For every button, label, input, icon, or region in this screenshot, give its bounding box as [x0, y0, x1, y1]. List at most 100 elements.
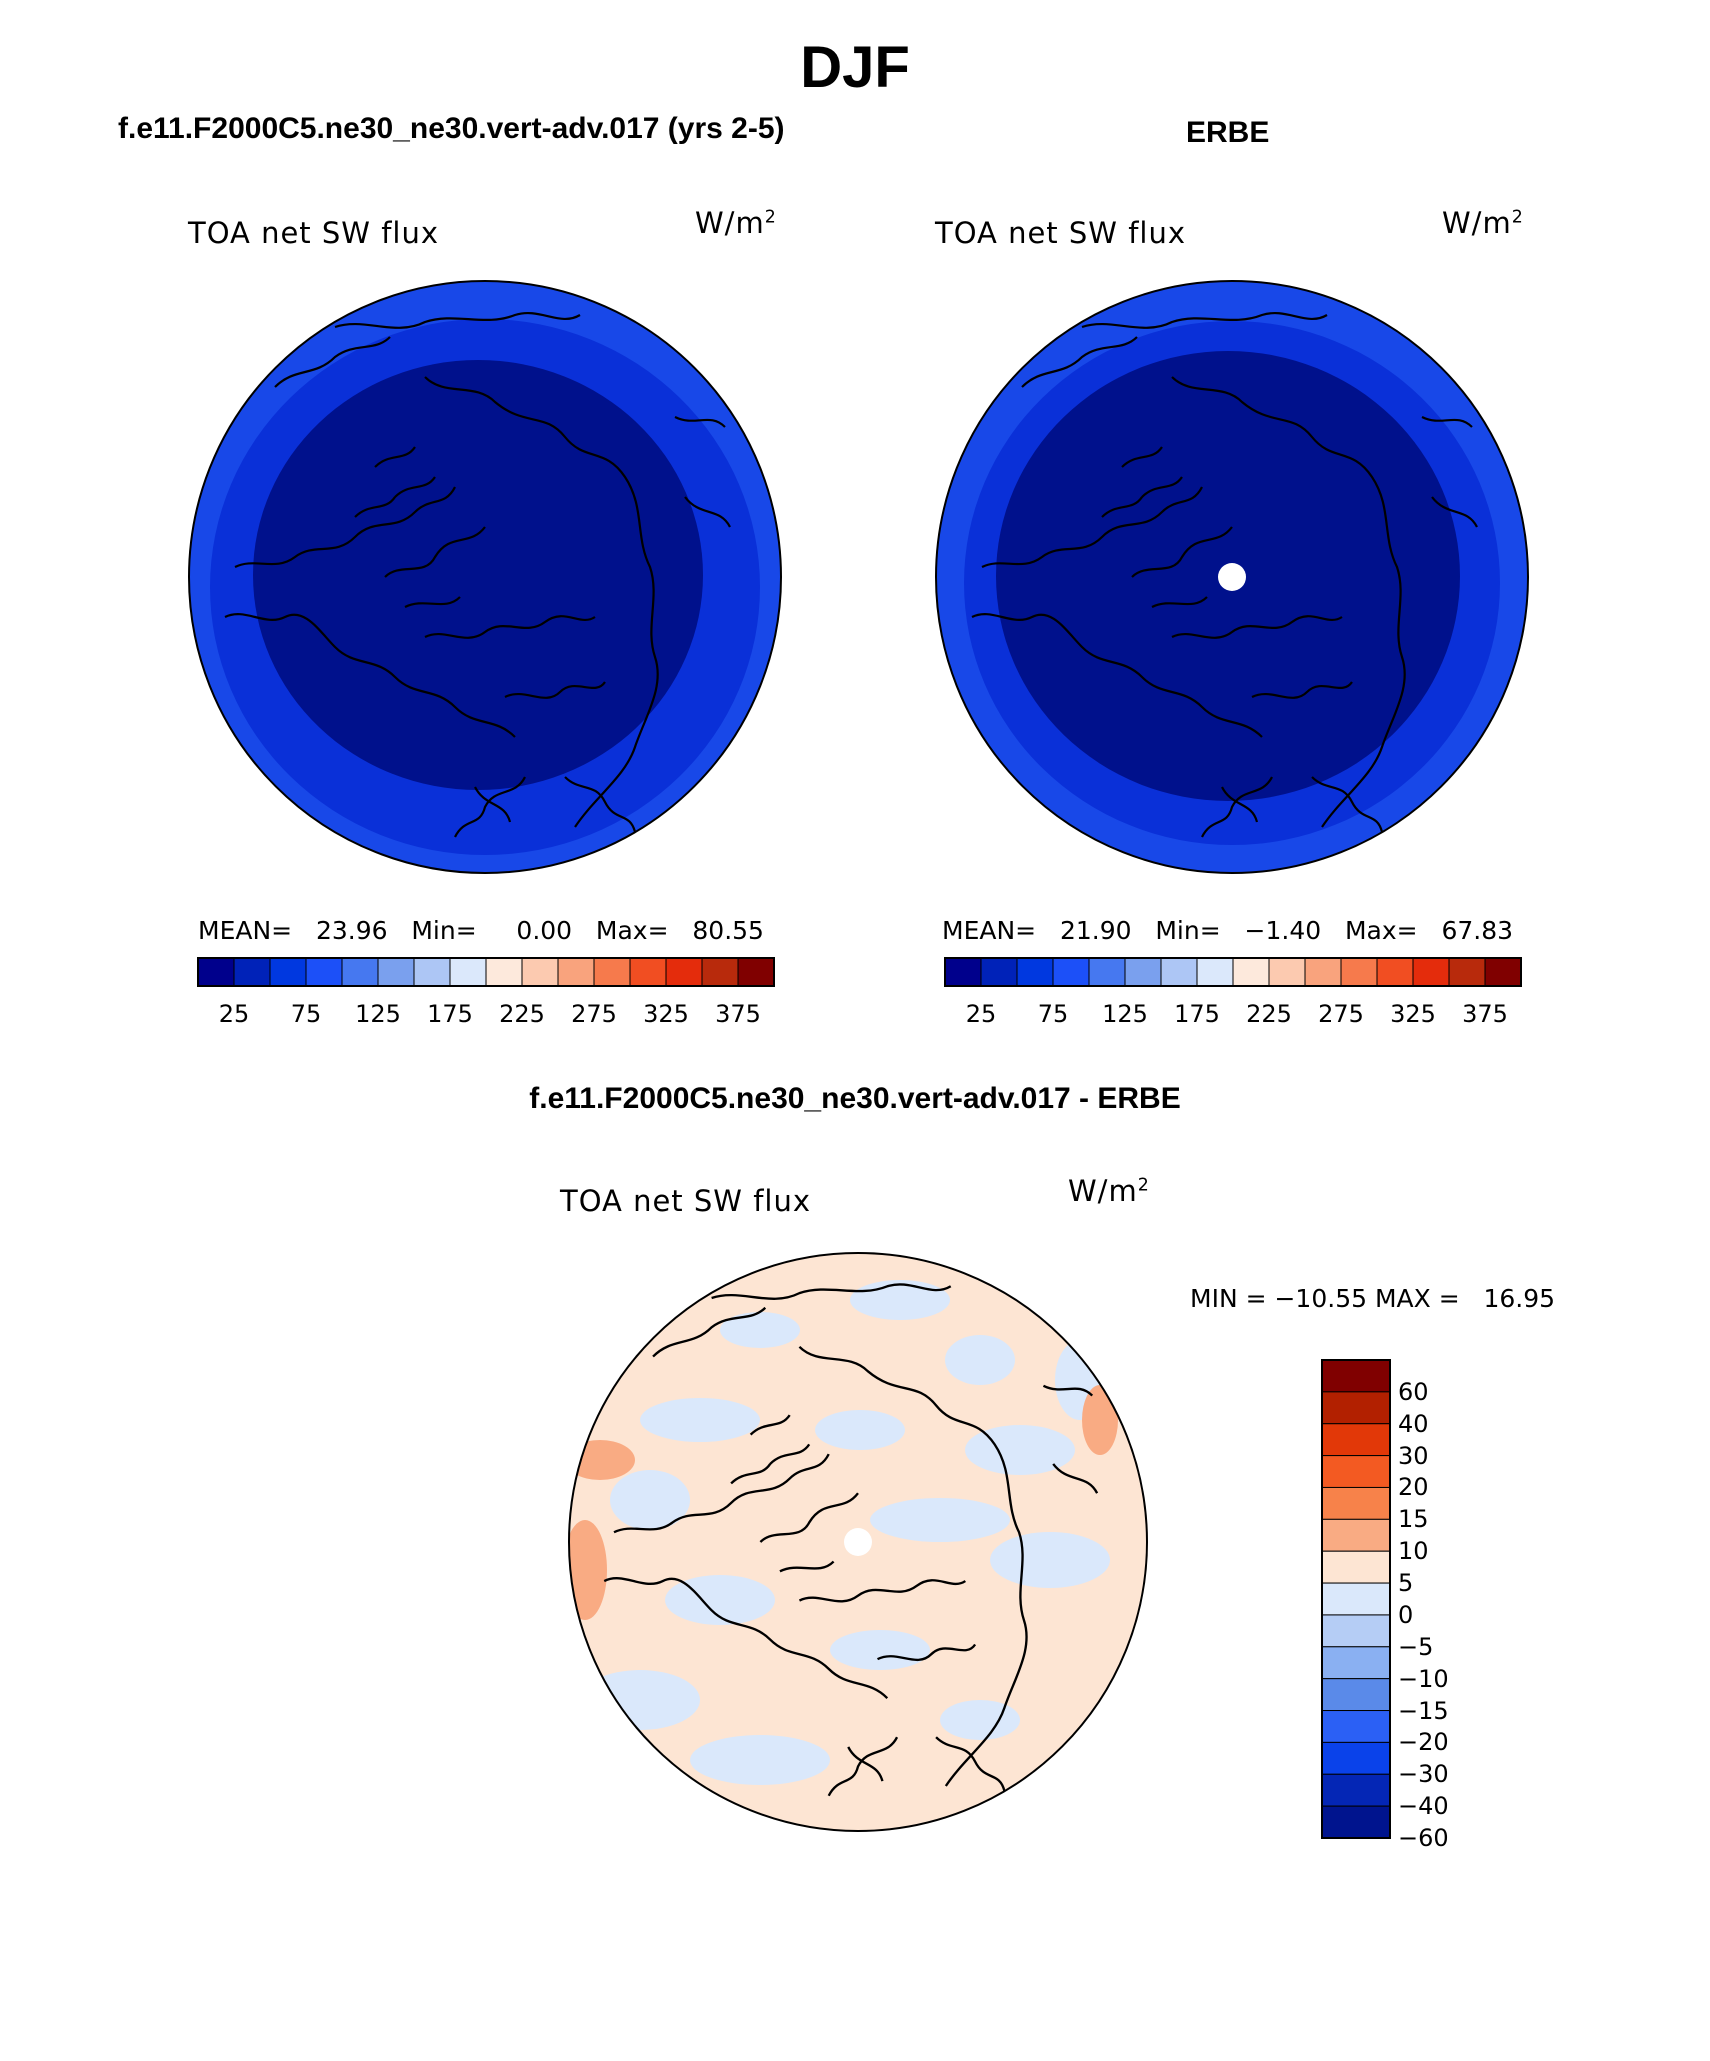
- colorbar-box: [1321, 1486, 1391, 1520]
- colorbar-box: [233, 957, 271, 987]
- panel3-variable-label: TOA net SW flux: [560, 1184, 812, 1218]
- panel3-units-label: W/m2: [1068, 1174, 1150, 1208]
- colorbar-tick-label: −60: [1398, 1824, 1449, 1852]
- colorbar-tick-label: −30: [1398, 1760, 1449, 1789]
- colorbar-box: [305, 957, 343, 987]
- colorbar-tick-label: −10: [1398, 1664, 1449, 1693]
- colorbar-box: [1268, 957, 1306, 987]
- colorbar-tick-label: 125: [1102, 1000, 1148, 1028]
- diff-patch: [660, 1802, 740, 1831]
- diff-patch: [569, 1440, 635, 1480]
- diff-patch: [610, 1470, 690, 1530]
- panel3-map: [568, 1252, 1148, 1832]
- colorbar-box: [593, 957, 631, 987]
- colorbar-tick-label: 0: [1398, 1600, 1414, 1629]
- colorbar-box: [737, 957, 775, 987]
- colorbar-box: [1321, 1805, 1391, 1839]
- colorbar-tick-label: 375: [1462, 1000, 1508, 1028]
- colorbar-box: [413, 957, 451, 987]
- colorbar-tick-label: 75: [290, 1000, 322, 1028]
- colorbar-box: [1321, 1678, 1391, 1712]
- colorbar-box: [341, 957, 379, 987]
- colorbar-tick-label: 325: [1390, 1000, 1436, 1028]
- panel2-map: [935, 280, 1529, 874]
- colorbar-tick-label: 20: [1398, 1473, 1429, 1502]
- panel1-stats: MEAN= 23.96 Min= 0.00 Max= 80.55: [198, 916, 764, 945]
- panel2-variable-label: TOA net SW flux: [935, 216, 1187, 250]
- panel3-stats: MIN = −10.55 MAX = 16.95: [1190, 1284, 1556, 1313]
- diff-patch: [690, 1735, 830, 1785]
- diff-patch: [945, 1335, 1015, 1385]
- figure-title: DJF: [800, 35, 910, 100]
- colorbar-tick-label: 325: [643, 1000, 689, 1028]
- colorbar-tick-label: 125: [355, 1000, 401, 1028]
- panel2-colorbar: [944, 957, 1522, 987]
- colorbar-box: [1052, 957, 1090, 987]
- colorbar-tick-label: 10: [1398, 1537, 1429, 1566]
- colorbar-box: [1321, 1710, 1391, 1743]
- colorbar-box: [665, 957, 703, 987]
- colorbar-tick-label: 175: [427, 1000, 473, 1028]
- colorbar-tick-label: −5: [1398, 1632, 1434, 1661]
- colorbar-tick-label: 60: [1398, 1377, 1429, 1406]
- panel3-colorbar: [1321, 1359, 1391, 1839]
- colorbar-tick-label: 25: [965, 1000, 997, 1028]
- colorbar-box: [1376, 957, 1414, 987]
- colorbar-box: [1321, 1359, 1391, 1393]
- panel1-colorbar: [197, 957, 775, 987]
- colorbar-box: [1321, 1646, 1391, 1680]
- colorbar-tick-label: 75: [1037, 1000, 1069, 1028]
- colorbar-box: [1304, 957, 1342, 987]
- colorbar-box: [1196, 957, 1234, 987]
- colorbar-box: [197, 957, 235, 987]
- panel2-stats: MEAN= 21.90 Min= −1.40 Max= 67.83: [942, 916, 1514, 945]
- colorbar-tick-label: −15: [1398, 1696, 1449, 1725]
- colorbar-box: [377, 957, 415, 987]
- diff-patch: [1082, 1385, 1118, 1455]
- diff-patch: [815, 1410, 905, 1450]
- panel2-pole-missing-marker: [1218, 563, 1246, 591]
- colorbar-tick-label: 375: [715, 1000, 761, 1028]
- diff-patch: [720, 1312, 800, 1348]
- diff-patch: [940, 1700, 1020, 1740]
- diff-patch: [850, 1280, 950, 1320]
- diff-patch: [665, 1575, 775, 1625]
- colorbar-box: [1448, 957, 1486, 987]
- colorbar-box: [1124, 957, 1162, 987]
- panel1-subtitle: f.e11.F2000C5.ne30_ne30.vert-adv.017 (yr…: [118, 112, 785, 145]
- colorbar-box: [1321, 1455, 1391, 1488]
- colorbar-box: [521, 957, 559, 987]
- colorbar-tick-label: 175: [1174, 1000, 1220, 1028]
- colorbar-box: [1321, 1518, 1391, 1552]
- colorbar-box: [1321, 1773, 1391, 1807]
- diff-patch: [830, 1630, 930, 1670]
- colorbar-box: [1321, 1423, 1391, 1457]
- colorbar-tick-label: 25: [218, 1000, 250, 1028]
- diff-patch: [990, 1532, 1110, 1588]
- panel3-subtitle: f.e11.F2000C5.ne30_ne30.vert-adv.017 - E…: [529, 1082, 1181, 1115]
- colorbar-box: [1412, 957, 1450, 987]
- panel3-pole-missing-marker: [844, 1528, 872, 1556]
- colorbar-tick-label: 275: [1318, 1000, 1364, 1028]
- colorbar-tick-label: 5: [1398, 1569, 1414, 1598]
- panel1-variable-label: TOA net SW flux: [188, 216, 440, 250]
- colorbar-box: [944, 957, 982, 987]
- colorbar-box: [1088, 957, 1126, 987]
- colorbar-box: [1484, 957, 1522, 987]
- colorbar-tick-label: −40: [1398, 1792, 1449, 1821]
- colorbar-box: [980, 957, 1018, 987]
- colorbar-box: [1321, 1391, 1391, 1425]
- colorbar-tick-label: 225: [1246, 1000, 1292, 1028]
- colorbar-tick-label: −20: [1398, 1728, 1449, 1757]
- colorbar-tick-label: 40: [1398, 1409, 1429, 1438]
- diff-patch: [640, 1398, 760, 1442]
- panel1-map: [188, 280, 782, 874]
- colorbar-box: [557, 957, 595, 987]
- colorbar-tick-label: 15: [1398, 1505, 1429, 1534]
- colorbar-box: [485, 957, 523, 987]
- diff-patch: [580, 1670, 700, 1730]
- colorbar-tick-label: 275: [571, 1000, 617, 1028]
- colorbar-box: [1340, 957, 1378, 987]
- colorbar-box: [629, 957, 667, 987]
